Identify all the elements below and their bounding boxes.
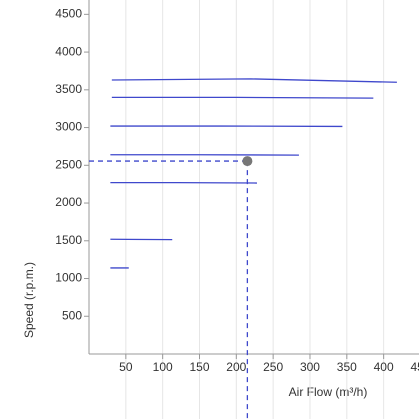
y-tick-label: 2500 <box>55 157 82 171</box>
x-tick-label: 250 <box>263 360 283 374</box>
series-line <box>111 96 374 99</box>
y-axis-title: Speed (r.p.m.) <box>22 262 36 338</box>
x-tick-label: 100 <box>153 360 173 374</box>
x-tick-label: 150 <box>189 360 209 374</box>
x-tick-label: 350 <box>337 360 357 374</box>
y-tick-label: 500 <box>62 308 82 322</box>
y-tick-label: 4000 <box>55 44 82 58</box>
y-tick-label: 2000 <box>55 195 82 209</box>
y-tick-label: 1500 <box>55 233 82 247</box>
x-tick-label: 300 <box>300 360 320 374</box>
x-tick-label: 450 <box>410 360 419 374</box>
x-axis-title: Air Flow (m³/h) <box>289 385 368 399</box>
y-tick-label: 1000 <box>55 271 82 285</box>
x-tick-label: 400 <box>374 360 394 374</box>
highlight-point <box>242 156 253 167</box>
y-tick-label: 3000 <box>55 120 82 134</box>
y-tick-label: 4500 <box>55 7 82 21</box>
x-tick-label: 200 <box>226 360 246 374</box>
series-line <box>111 78 397 83</box>
y-tick-label: 3500 <box>55 82 82 96</box>
x-tick-label: 50 <box>119 360 133 374</box>
